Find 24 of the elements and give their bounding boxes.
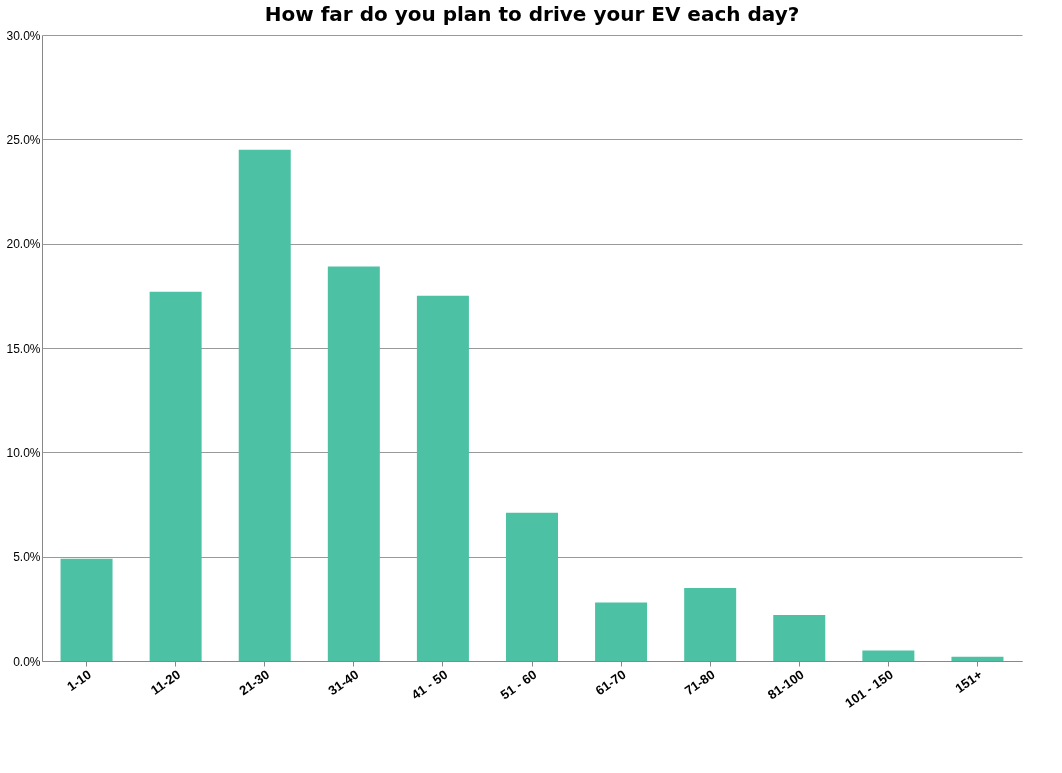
bar xyxy=(327,266,380,661)
chart-title: How far do you plan to drive your EV each day? xyxy=(264,2,800,26)
bar xyxy=(60,558,113,661)
x-tick-label: 1-10 xyxy=(64,666,94,695)
bar xyxy=(773,615,826,661)
bar xyxy=(595,602,648,661)
bar xyxy=(506,512,558,661)
y-tick-label: 20.0% xyxy=(6,237,41,252)
y-tick-label: 30.0% xyxy=(6,28,41,43)
y-tick-label: 0.0% xyxy=(13,654,41,669)
bar xyxy=(684,587,737,661)
bar xyxy=(951,656,1004,661)
y-tick-label: 10.0% xyxy=(6,445,41,460)
x-tick-label: 101 - 150 xyxy=(842,666,896,711)
y-tick-label: 5.0% xyxy=(13,550,41,565)
bar xyxy=(149,291,202,661)
y-tick-label: 15.0% xyxy=(6,341,41,356)
x-tick-label: 41 - 50 xyxy=(408,666,451,703)
bar xyxy=(238,149,291,661)
y-tick-label: 25.0% xyxy=(6,132,41,147)
x-tick-label: 151+ xyxy=(952,666,986,696)
bar xyxy=(416,295,469,661)
bar xyxy=(862,650,915,661)
x-tick-label: 51 - 60 xyxy=(497,666,540,703)
